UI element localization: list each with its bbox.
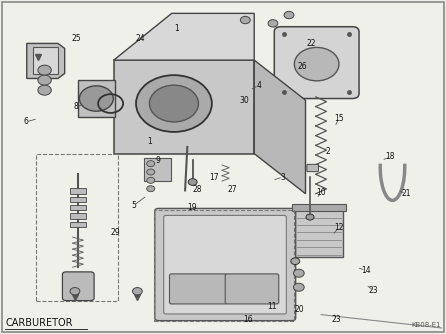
Text: 27: 27 (227, 185, 237, 194)
Bar (36, 154, 118, 301)
Circle shape (38, 75, 51, 85)
Polygon shape (27, 43, 65, 78)
Text: 6: 6 (24, 118, 28, 126)
Text: 9: 9 (156, 156, 161, 165)
Bar (70, 205, 86, 210)
Circle shape (293, 269, 304, 277)
Text: 11: 11 (267, 302, 277, 311)
Circle shape (132, 288, 142, 295)
FancyBboxPatch shape (164, 215, 286, 314)
FancyBboxPatch shape (144, 158, 171, 181)
Text: KB08-E1: KB08-E1 (411, 322, 441, 328)
Bar (70, 213, 86, 219)
Circle shape (293, 283, 304, 291)
Text: 5: 5 (132, 201, 136, 210)
Text: 21: 21 (401, 189, 411, 198)
Text: 26: 26 (297, 62, 307, 71)
Text: CARBURETOR: CARBURETOR (5, 318, 73, 328)
Circle shape (136, 75, 212, 132)
Text: 1: 1 (147, 138, 152, 146)
Bar (33, 47, 58, 74)
FancyBboxPatch shape (155, 208, 296, 321)
Text: 18: 18 (385, 153, 395, 161)
Text: 25: 25 (71, 34, 81, 43)
Circle shape (291, 258, 300, 265)
Circle shape (188, 179, 197, 185)
Circle shape (38, 85, 51, 95)
Polygon shape (114, 13, 254, 60)
Bar (154, 210, 294, 321)
Bar (292, 204, 346, 211)
Polygon shape (78, 80, 115, 117)
Text: 17: 17 (209, 173, 219, 181)
FancyBboxPatch shape (307, 164, 318, 172)
Text: 23: 23 (369, 286, 379, 295)
Text: 20: 20 (295, 306, 305, 314)
Text: 22: 22 (306, 39, 316, 48)
Circle shape (268, 20, 278, 27)
Text: 10: 10 (316, 188, 326, 196)
Circle shape (147, 169, 155, 175)
FancyBboxPatch shape (274, 27, 359, 99)
FancyBboxPatch shape (169, 274, 227, 304)
Text: 23: 23 (332, 316, 342, 324)
Text: 24: 24 (136, 34, 145, 43)
Circle shape (149, 85, 198, 122)
Circle shape (147, 177, 155, 183)
Circle shape (70, 288, 80, 295)
Circle shape (147, 186, 155, 192)
Bar (70, 222, 86, 227)
Text: 8: 8 (74, 103, 78, 111)
Bar (294, 209, 343, 257)
Text: 29: 29 (110, 228, 120, 236)
Text: 4: 4 (256, 81, 261, 90)
Text: 19: 19 (187, 203, 197, 211)
Text: 14: 14 (361, 266, 371, 275)
FancyBboxPatch shape (225, 274, 279, 304)
Text: 15: 15 (334, 114, 344, 123)
Circle shape (306, 214, 314, 220)
Polygon shape (254, 60, 306, 194)
Text: 16: 16 (243, 316, 252, 324)
FancyBboxPatch shape (62, 272, 94, 301)
Text: 3: 3 (281, 173, 285, 181)
Text: 28: 28 (193, 185, 202, 194)
Text: 30: 30 (240, 96, 249, 105)
Bar (70, 197, 86, 202)
Circle shape (38, 65, 51, 75)
Circle shape (79, 86, 113, 111)
Bar (114, 60, 254, 154)
Text: 12: 12 (334, 223, 344, 231)
Text: 2: 2 (326, 148, 330, 156)
Circle shape (147, 161, 155, 167)
Circle shape (240, 16, 250, 24)
Bar (70, 188, 86, 194)
Circle shape (284, 11, 294, 19)
Circle shape (294, 47, 339, 81)
Text: 1: 1 (174, 24, 178, 33)
